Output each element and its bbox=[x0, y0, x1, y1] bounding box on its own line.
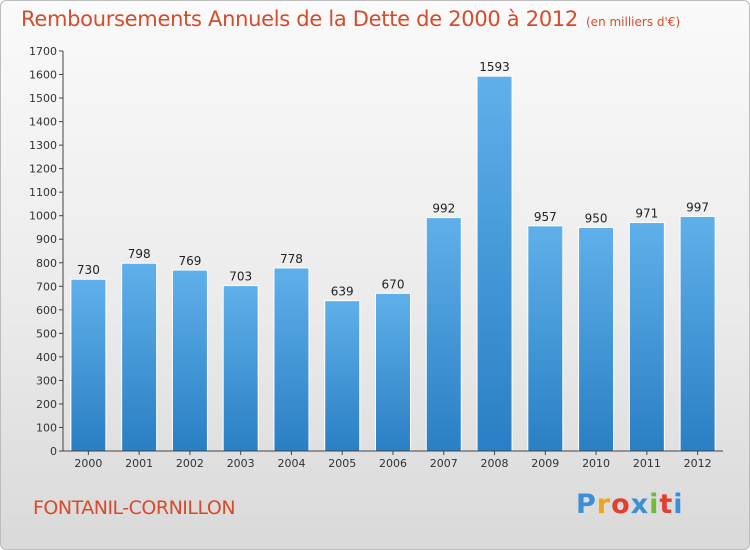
logo-letter: i bbox=[673, 489, 684, 520]
bar-value-label: 769 bbox=[178, 254, 201, 268]
x-tick-label: 2002 bbox=[176, 457, 204, 470]
y-tick-label: 900 bbox=[36, 233, 57, 246]
y-tick-label: 1700 bbox=[29, 45, 57, 58]
y-tick-label: 1200 bbox=[29, 163, 57, 176]
y-tick-label: 1100 bbox=[29, 186, 57, 199]
x-tick-label: 2003 bbox=[227, 457, 255, 470]
y-tick-label: 200 bbox=[36, 398, 57, 411]
bar bbox=[70, 278, 107, 452]
logo-letter: x bbox=[630, 489, 650, 520]
y-tick-label: 400 bbox=[36, 351, 57, 364]
bar-value-label: 798 bbox=[128, 247, 151, 261]
y-tick-label: 1300 bbox=[29, 139, 57, 152]
y-tick-label: 700 bbox=[36, 280, 57, 293]
x-tick-label: 2010 bbox=[582, 457, 610, 470]
bar-value-label: 670 bbox=[382, 277, 405, 291]
y-tick-label: 500 bbox=[36, 327, 57, 340]
x-tick-label: 2011 bbox=[633, 457, 661, 470]
bar bbox=[578, 226, 615, 452]
logo-letter: P bbox=[576, 489, 597, 520]
bar bbox=[628, 222, 665, 452]
x-tick-label: 2008 bbox=[481, 457, 509, 470]
x-tick-label: 2009 bbox=[531, 457, 559, 470]
logo-letter: t bbox=[659, 489, 674, 520]
commune-name: FONTANIL-CORNILLON bbox=[33, 497, 236, 519]
y-tick-label: 800 bbox=[36, 257, 57, 270]
x-tick-label: 2012 bbox=[684, 457, 712, 470]
bar-value-label: 778 bbox=[280, 252, 303, 266]
bar bbox=[425, 217, 462, 452]
unit-label: (en milliers d'€) bbox=[586, 15, 681, 29]
y-tick-label: 1400 bbox=[29, 116, 57, 129]
y-tick-label: 100 bbox=[36, 421, 57, 434]
bar-value-label: 997 bbox=[686, 200, 709, 214]
bar bbox=[273, 267, 310, 452]
bar-value-label: 703 bbox=[229, 270, 252, 284]
logo-letter: r bbox=[596, 489, 612, 520]
bar bbox=[171, 269, 208, 452]
y-tick-label: 0 bbox=[50, 445, 57, 458]
bar bbox=[527, 225, 564, 452]
bar-value-label: 957 bbox=[534, 210, 557, 224]
x-tick-label: 2001 bbox=[125, 457, 153, 470]
y-tick-label: 1600 bbox=[29, 69, 57, 82]
bar bbox=[324, 300, 361, 452]
bar bbox=[679, 215, 716, 452]
x-tick-label: 2005 bbox=[328, 457, 356, 470]
x-tick-label: 2000 bbox=[74, 457, 102, 470]
x-tick-label: 2006 bbox=[379, 457, 407, 470]
x-tick-label: 2004 bbox=[277, 457, 305, 470]
bar bbox=[476, 75, 513, 452]
y-tick-label: 600 bbox=[36, 304, 57, 317]
bar-value-label: 730 bbox=[77, 263, 100, 277]
logo-letter: i bbox=[649, 489, 660, 520]
bar-value-label: 992 bbox=[432, 202, 455, 216]
proxiti-logo: Proxiti bbox=[576, 489, 684, 520]
logo-letter: o bbox=[611, 489, 631, 520]
bar-value-label: 971 bbox=[635, 207, 658, 221]
bar-value-label: 639 bbox=[331, 285, 354, 299]
bar bbox=[222, 285, 259, 452]
y-tick-label: 1000 bbox=[29, 210, 57, 223]
y-tick-label: 1500 bbox=[29, 92, 57, 105]
title-text: Remboursements Annuels de la Dette de 20… bbox=[21, 7, 578, 31]
bar bbox=[375, 292, 411, 452]
y-tick-label: 300 bbox=[36, 374, 57, 387]
bar-value-label: 950 bbox=[585, 211, 608, 225]
bar-value-label: 1593 bbox=[479, 60, 510, 74]
x-tick-label: 2007 bbox=[430, 457, 458, 470]
chart-title: Remboursements Annuels de la Dette de 20… bbox=[21, 7, 680, 31]
bar bbox=[121, 262, 158, 452]
